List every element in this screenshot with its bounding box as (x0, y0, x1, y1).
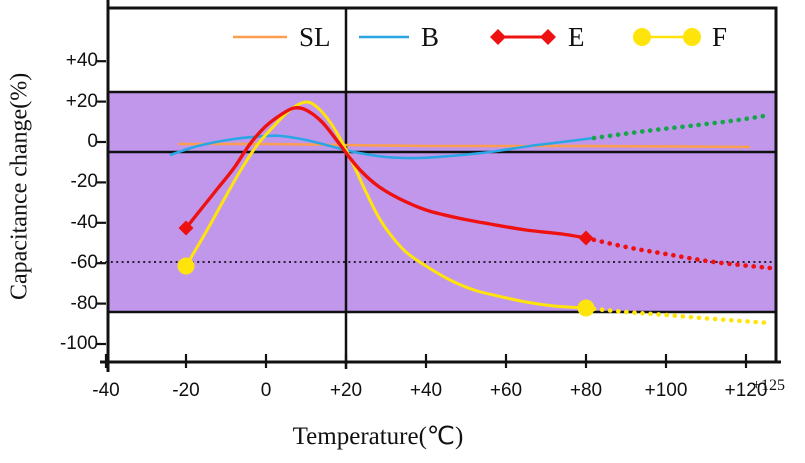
diamond-marker (178, 220, 194, 236)
x-tick-label: +100 (644, 380, 688, 401)
x-tick-label: 0 (260, 380, 272, 401)
x-tick-label: +80 (569, 380, 603, 401)
y-tick-label: -100 (59, 333, 98, 354)
series-curve-e (184, 106, 587, 240)
legend-item-e: E (488, 22, 585, 52)
x-tick-label: +120 (724, 380, 768, 401)
x-tick-label: -20 (172, 380, 200, 401)
x-tick-label: +60 (489, 380, 523, 401)
x-axis-title: Temperature(℃) (292, 423, 464, 450)
legend-label-e: E (568, 21, 585, 52)
x-tick-label: +20 (329, 380, 363, 401)
legend-item-b: B (357, 22, 439, 52)
circle-marker (177, 257, 195, 275)
y-tick-label: +40 (65, 50, 98, 72)
legend-label-b: B (421, 21, 440, 52)
y-tick-label: -60 (70, 252, 98, 274)
diamond-marker (578, 230, 594, 246)
x-tick-label: +40 (409, 380, 443, 401)
series-curve-f (184, 100, 587, 310)
series-curve-b-extrapolated (591, 112, 773, 141)
legend-line-swatch-b (359, 35, 409, 39)
legend-item-sl: SL (231, 22, 331, 52)
y-tick-label: -40 (70, 211, 98, 233)
legend-diamond-swatch-e (490, 29, 556, 45)
x-axis-max-label: +125 (752, 377, 786, 394)
series-curve-f-extrapolated (583, 305, 773, 326)
series-curve-sl (178, 142, 751, 149)
x-tick-label: -40 (92, 380, 120, 401)
legend-line-swatch-sl (233, 35, 287, 39)
y-tick-label: -20 (70, 171, 98, 193)
legend-circle-swatch-f (633, 28, 701, 46)
series-curve-e-extrapolated (583, 235, 773, 271)
circle-marker (577, 299, 595, 317)
legend-item-f: F (632, 22, 727, 52)
legend-label-sl: SL (299, 21, 331, 52)
y-tick-label: 0 (87, 131, 98, 152)
series-curve-b (169, 134, 595, 160)
y-tick-label: -80 (70, 292, 98, 314)
y-tick-label: +20 (65, 90, 98, 112)
legend-label-f: F (712, 21, 728, 52)
